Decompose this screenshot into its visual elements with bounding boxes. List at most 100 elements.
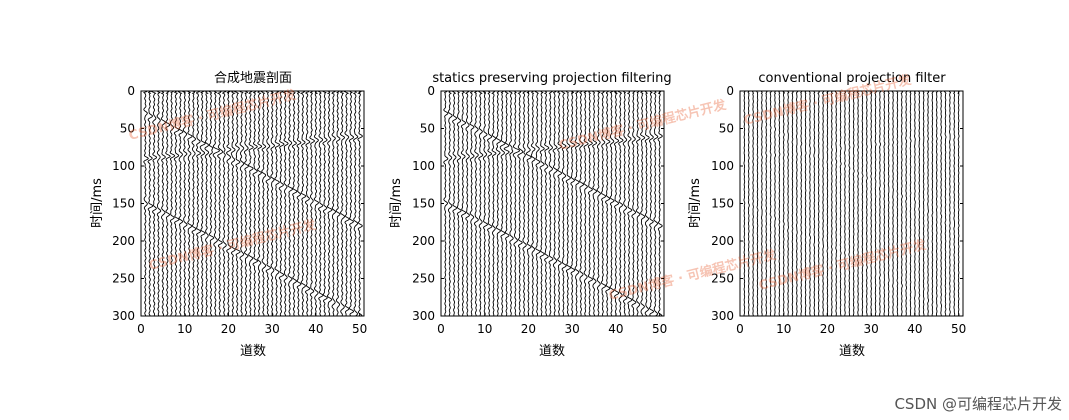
trace-31 <box>574 90 580 317</box>
trace-14 <box>499 90 506 317</box>
trace-20 <box>826 90 829 317</box>
x-tick-label: 0 <box>437 322 445 336</box>
panel-3-xlabel: 道数 <box>839 344 865 359</box>
y-tick-label: 300 <box>112 309 135 323</box>
x-tick-label: 30 <box>265 322 280 336</box>
trace-6 <box>165 90 171 317</box>
y-tick-label: 100 <box>412 159 435 173</box>
x-tick-label: 30 <box>864 322 879 336</box>
trace-50 <box>957 90 960 317</box>
trace-38 <box>905 90 908 317</box>
trace-41 <box>318 90 324 317</box>
trace-35 <box>592 90 598 317</box>
trace-16 <box>208 90 215 317</box>
trace-13 <box>795 90 799 317</box>
y-tick-label: 200 <box>112 234 135 248</box>
trace-29 <box>565 90 572 317</box>
trace-10 <box>782 90 785 317</box>
trace-4 <box>156 90 162 317</box>
trace-1 <box>743 90 746 317</box>
y-tick-label: 150 <box>711 197 734 211</box>
y-tick-label: 250 <box>412 272 435 286</box>
trace-2 <box>747 90 750 317</box>
trace-27 <box>856 90 860 317</box>
trace-42 <box>922 90 925 317</box>
trace-40 <box>313 90 320 317</box>
trace-47 <box>944 90 947 317</box>
trace-33 <box>883 90 886 317</box>
trace-47 <box>343 90 350 317</box>
trace-42 <box>622 90 628 317</box>
trace-27 <box>557 90 563 317</box>
trace-44 <box>931 90 934 317</box>
trace-22 <box>233 90 241 317</box>
x-tick-label: 50 <box>352 322 367 336</box>
trace-44 <box>631 90 637 317</box>
panel-3-ylabel: 时间/ms <box>688 178 703 228</box>
trace-23 <box>839 90 842 317</box>
trace-5 <box>760 90 763 317</box>
trace-36 <box>596 90 601 317</box>
trace-17 <box>512 90 520 317</box>
panel-3: conventional projection filter 0 10 20 30 40… <box>688 71 966 359</box>
csdn-watermark: CSDN @可编程芯片开发 <box>894 395 1062 413</box>
trace-18 <box>817 90 820 317</box>
panel-1-ylabel: 时间/ms <box>90 178 105 228</box>
trace-13 <box>195 90 202 317</box>
trace-37 <box>299 90 307 317</box>
trace-7 <box>169 90 176 317</box>
panel-2-title: statics preserving projection filtering <box>432 71 671 86</box>
trace-25 <box>248 90 254 317</box>
y-tick-label: 0 <box>127 84 135 98</box>
trace-14 <box>800 90 803 317</box>
trace-24 <box>843 90 847 317</box>
trace-21 <box>230 90 236 317</box>
x-tick-label: 10 <box>177 322 192 336</box>
trace-48 <box>348 90 355 317</box>
trace-10 <box>182 90 188 317</box>
x-tick-label: 20 <box>221 322 236 336</box>
trace-28 <box>861 90 864 317</box>
y-tick-label: 200 <box>711 234 734 248</box>
trace-28 <box>260 90 267 317</box>
trace-14 <box>199 90 206 317</box>
trace-5 <box>160 90 167 317</box>
trace-6 <box>464 90 470 317</box>
trace-45 <box>935 90 938 317</box>
y-tick-label: 0 <box>726 84 734 98</box>
trace-48 <box>648 90 655 317</box>
y-tick-label: 150 <box>112 197 135 211</box>
trace-43 <box>926 90 930 317</box>
panel-2-xlabel: 道数 <box>539 344 565 359</box>
trace-30 <box>570 90 576 317</box>
trace-15 <box>503 90 510 317</box>
x-tick-label: 10 <box>776 322 791 336</box>
y-tick-label: 150 <box>412 197 435 211</box>
trace-16 <box>508 90 514 317</box>
x-tick-label: 40 <box>907 322 922 336</box>
panel-2: statics preserving projection filtering … <box>389 71 672 359</box>
trace-28 <box>561 90 567 317</box>
trace-1 <box>443 90 449 317</box>
trace-20 <box>226 90 232 317</box>
trace-7 <box>769 90 772 317</box>
trace-39 <box>609 90 615 317</box>
trace-1 <box>142 90 149 317</box>
trace-11 <box>787 90 790 317</box>
trace-7 <box>469 90 475 317</box>
trace-19 <box>222 90 227 317</box>
trace-11 <box>186 90 193 317</box>
panel-1-title: 合成地震剖面 <box>214 71 292 86</box>
trace-4 <box>756 90 759 317</box>
x-tick-label: 40 <box>308 322 323 336</box>
panel-2-plot-area: 0 10 20 30 40 50 0 50 100 150 200 250 300 <box>412 84 667 336</box>
trace-12 <box>191 90 197 317</box>
trace-41 <box>617 90 624 317</box>
trace-27 <box>257 90 263 317</box>
x-tick-label: 10 <box>477 322 492 336</box>
y-tick-label: 250 <box>112 272 135 286</box>
trace-9 <box>177 90 184 317</box>
trace-18 <box>216 90 224 317</box>
